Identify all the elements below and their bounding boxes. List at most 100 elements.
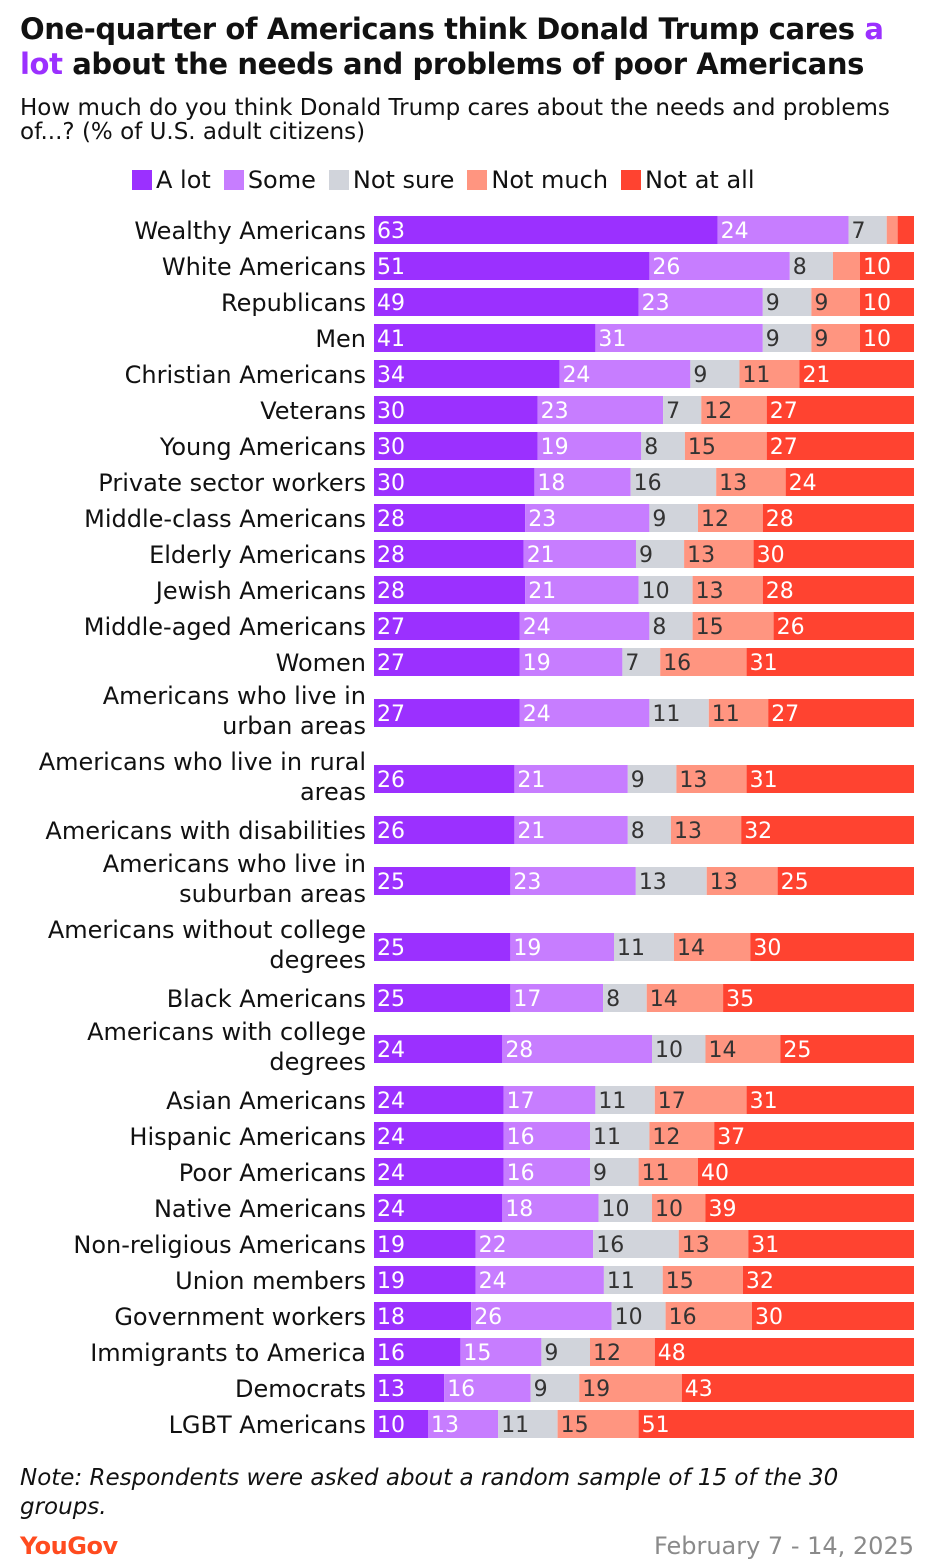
legend-item-not-sure: Not sure xyxy=(328,166,455,194)
value-label: 10 xyxy=(615,1305,643,1330)
value-label: 51 xyxy=(642,1413,670,1438)
value-label: 23 xyxy=(541,399,569,424)
bar-segment-not-much xyxy=(649,1122,715,1150)
value-label: 9 xyxy=(814,291,828,316)
bar-row: Government workers 18 26 10 16 30 xyxy=(114,1302,914,1331)
value-label: 12 xyxy=(652,1125,680,1150)
bar-segment-not-much xyxy=(833,252,860,280)
bar-row: Americans who live in suburban areas 25 23 1… xyxy=(103,850,914,908)
bar-segment-not-sure xyxy=(598,1194,653,1222)
value-label: 13 xyxy=(431,1413,459,1438)
bar-segment-some xyxy=(460,1338,542,1366)
value-label: 15 xyxy=(696,615,724,640)
value-label: 13 xyxy=(687,543,715,568)
bar-segment-some xyxy=(534,468,631,496)
bar-segment-not-at-all xyxy=(741,816,914,844)
bar-row: Veterans 30 23 7 12 27 xyxy=(260,396,914,425)
value-label: 14 xyxy=(650,987,678,1012)
bar-segment-not-sure xyxy=(611,1302,666,1330)
value-label: 15 xyxy=(666,1269,694,1294)
value-label: 9 xyxy=(766,327,780,352)
bar-segment-not-sure xyxy=(595,1086,655,1114)
category-label: Young Americans xyxy=(159,433,366,461)
bar-segment-not-much xyxy=(654,1086,747,1114)
bar-segment-not-at-all xyxy=(742,1266,914,1294)
bar-segment-a-lot xyxy=(374,1158,504,1186)
bar-segment-not-much xyxy=(716,468,786,496)
category-label: Women xyxy=(276,649,366,677)
value-label: 26 xyxy=(474,1305,502,1330)
bar-row: Native Americans 24 18 10 10 39 xyxy=(154,1194,914,1223)
bar-segment-not-sure xyxy=(848,216,887,244)
bar-row: Jewish Americans 28 21 10 13 28 xyxy=(154,576,914,605)
category-label: Native Americans xyxy=(154,1195,366,1223)
category-label: Men xyxy=(315,325,366,353)
bar-segment-not-much xyxy=(660,648,747,676)
bar-segment-some xyxy=(595,324,763,352)
bar-segment-not-sure xyxy=(762,324,812,352)
category-label: Non-religious Americans xyxy=(73,1231,366,1259)
value-label: 16 xyxy=(507,1161,535,1186)
value-label: 12 xyxy=(701,507,729,532)
bar-row: Wealthy Americans 63 24 7 xyxy=(134,216,914,245)
yougov-logo: YouGov xyxy=(20,1532,118,1560)
bar-segment-a-lot xyxy=(374,324,596,352)
value-label: 25 xyxy=(377,870,405,895)
bar-row: Union members 19 24 11 15 32 xyxy=(175,1266,914,1295)
bar-segment-not-at-all xyxy=(746,648,914,676)
bar-segment-not-sure xyxy=(627,816,671,844)
bar-segment-not-at-all xyxy=(780,1035,914,1063)
bar-segment-a-lot xyxy=(374,612,520,640)
bar-segment-not-sure xyxy=(622,648,661,676)
bar-row: Immigrants to America 16 15 9 12 48 xyxy=(90,1338,914,1367)
value-label: 10 xyxy=(602,1197,630,1222)
bar-segment-a-lot xyxy=(374,699,520,727)
value-label: 24 xyxy=(789,471,817,496)
value-label: 11 xyxy=(501,1413,529,1438)
value-label: 25 xyxy=(781,870,809,895)
value-label: 9 xyxy=(693,363,707,388)
bar-row: Women 27 19 7 16 31 xyxy=(276,648,914,677)
bar-segment-not-sure xyxy=(590,1122,650,1150)
value-label: 19 xyxy=(523,651,551,676)
bar-segment-not-much xyxy=(811,288,860,316)
bar-segment-a-lot xyxy=(374,360,560,388)
bar-segment-not-much xyxy=(671,816,742,844)
bar-segment-not-much xyxy=(692,576,763,604)
category-label: Government workers xyxy=(114,1303,366,1331)
value-label: 30 xyxy=(377,399,405,424)
bar-segment-not-sure xyxy=(641,432,685,460)
bar-segment-not-sure xyxy=(635,540,685,568)
bar-segment-not-at-all xyxy=(762,504,914,532)
value-label: 25 xyxy=(783,1038,811,1063)
category-label: Poor Americans xyxy=(179,1159,366,1187)
value-label: 10 xyxy=(863,327,891,352)
bar-segment-not-much xyxy=(662,1266,743,1294)
bar-segment-not-sure xyxy=(630,468,717,496)
bar-row: Americans who live in urban areas 27 24 11 11… xyxy=(103,682,914,740)
bar-segment-some xyxy=(523,540,636,568)
bar-segment-not-at-all xyxy=(698,1158,914,1186)
value-label: 41 xyxy=(377,327,405,352)
bar-segment-not-sure xyxy=(649,699,709,727)
bar-segment-not-at-all xyxy=(654,1338,914,1366)
value-label: 13 xyxy=(696,579,724,604)
value-label: 9 xyxy=(639,543,653,568)
bar-row: Hispanic Americans 24 16 11 12 37 xyxy=(129,1122,914,1151)
bar-segment-not-at-all xyxy=(748,1230,914,1258)
value-label: 24 xyxy=(377,1161,405,1186)
bar-segment-not-at-all xyxy=(799,360,914,388)
category-label: Jewish Americans xyxy=(154,577,366,605)
legend-label-not-sure: Not sure xyxy=(352,166,455,194)
bar-segment-a-lot xyxy=(374,816,515,844)
value-label: 23 xyxy=(513,870,541,895)
survey-dates: February 7 - 14, 2025 xyxy=(653,1532,914,1560)
bar-segment-a-lot xyxy=(374,432,538,460)
value-label: 11 xyxy=(617,936,645,961)
value-label: 31 xyxy=(750,768,778,793)
bar-segment-not-much xyxy=(678,1230,749,1258)
bar-segment-some xyxy=(510,933,614,961)
bar-segment-not-much xyxy=(701,396,767,424)
bar-segment-some xyxy=(717,216,849,244)
category-label: Immigrants to America xyxy=(90,1339,366,1367)
